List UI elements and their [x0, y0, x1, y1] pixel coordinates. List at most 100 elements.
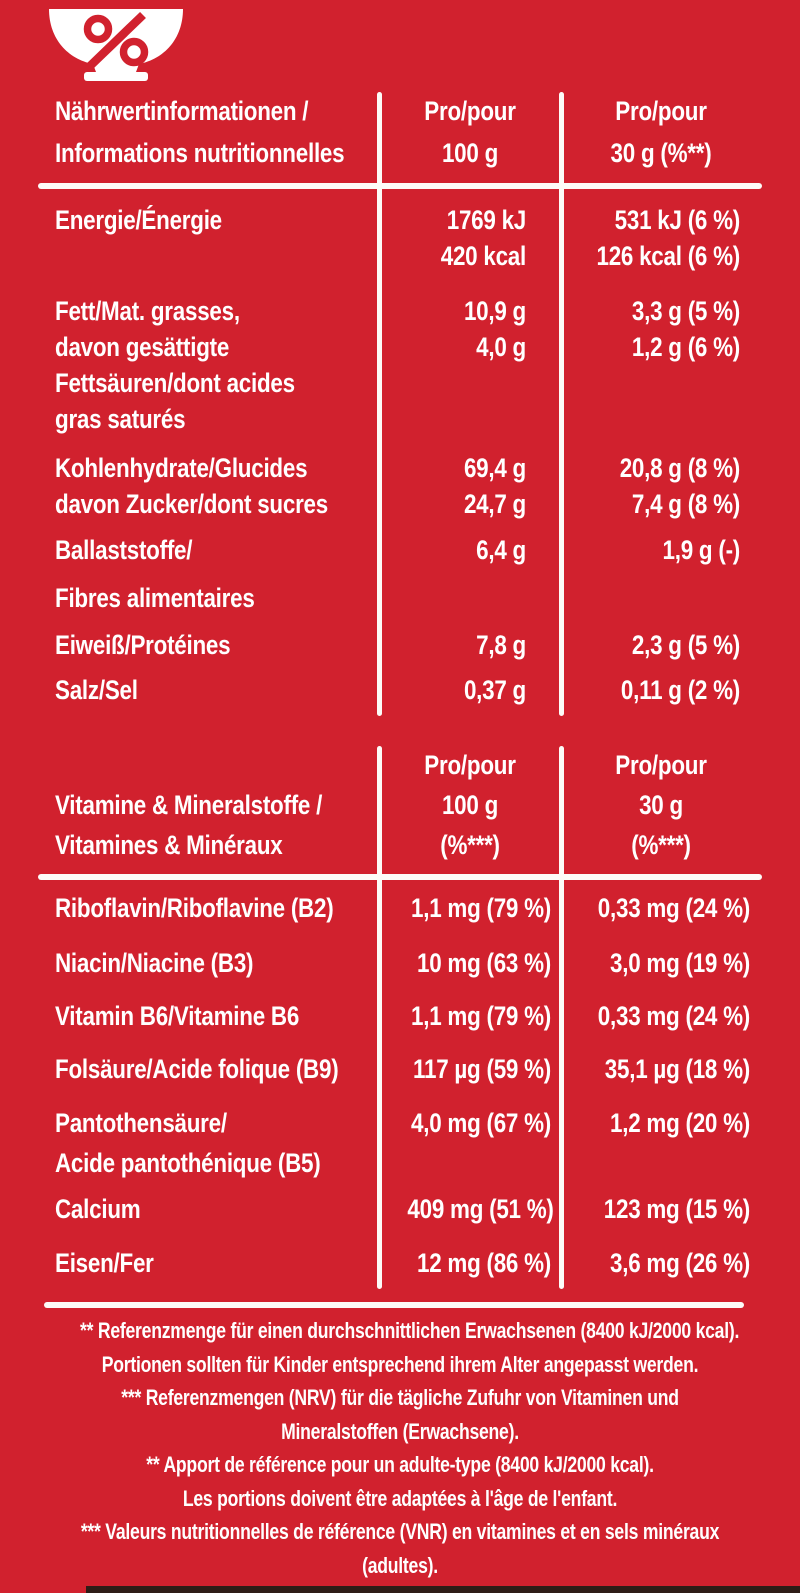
- value-per-100g: 409 mg (51 %): [407, 1194, 554, 1224]
- table-title: Vitamines & Minéraux: [55, 830, 283, 860]
- footnote-line: *** Valeurs nutritionnelles de référence…: [80, 1519, 720, 1544]
- row-label: Energie/Énergie: [55, 205, 222, 235]
- footnote-line: Portionen sollten für Kinder entsprechen…: [101, 1351, 699, 1377]
- table-title: Informations nutritionnelles: [55, 138, 345, 168]
- row-carbohydrates: Kohlenhydrate/Glucides davon Zucker/dont…: [40, 450, 760, 522]
- row-label: davon Zucker/dont sucres: [55, 489, 328, 519]
- value-per-30g: 1,2 g (6 %): [631, 332, 740, 362]
- row-calcium: Calcium 409 mg (51 %) 123 mg (15 %): [40, 1191, 760, 1227]
- value-per-30g: 20,8 g (8 %): [619, 453, 741, 483]
- vitamins-table-header: Vitamine & Mineralstoffe / Vitamines & M…: [40, 745, 760, 865]
- row-label: Kohlenhydrate/Glucides: [55, 453, 308, 483]
- bowl-percent-icon: [46, 6, 186, 82]
- row-vitamin-b6: Vitamin B6/Vitamine B6 1,1 mg (79 %) 0,3…: [40, 998, 760, 1034]
- value-per-30g: 3,6 mg (26 %): [610, 1248, 750, 1278]
- col-header-per-30g: 30 g (%**): [610, 138, 712, 168]
- value-per-30g: 1,2 mg (20 %): [610, 1108, 750, 1138]
- value-per-100g: 6,4 g: [476, 535, 526, 565]
- row-label: Eiweiß/Protéines: [55, 630, 231, 660]
- section-divider: [38, 183, 762, 189]
- row-riboflavin: Riboflavin/Riboflavine (B2) 1,1 mg (79 %…: [40, 890, 760, 926]
- footnotes: ** Referenzmenge für einen durchschnittl…: [0, 1314, 800, 1582]
- row-label: Folsäure/Acide folique (B9): [55, 1054, 339, 1084]
- row-label: Vitamin B6/Vitamine B6: [55, 1001, 300, 1031]
- row-label: Acide pantothénique (B5): [55, 1148, 321, 1178]
- value-per-30g: 3,3 g (5 %): [631, 296, 740, 326]
- row-label: davon gesättigte: [55, 332, 230, 362]
- row-protein: Eiweiß/Protéines 7,8 g 2,3 g (5 %): [40, 627, 760, 663]
- value-per-30g: 0,11 g (2 %): [620, 675, 740, 705]
- value-per-100g: 10,9 g: [463, 296, 526, 326]
- row-fibre: Ballaststoffe/ Fibres alimentaires 6,4 g…: [40, 532, 760, 616]
- footnote-line: Mineralstoffen (Erwachsene).: [281, 1418, 519, 1444]
- value-per-30g: 35,1 µg (18 %): [604, 1054, 750, 1084]
- row-fat: Fett/Mat. grasses, davon gesättigte Fett…: [40, 293, 760, 437]
- value-per-30g: 3,0 mg (19 %): [610, 948, 750, 978]
- column-separator: [559, 92, 564, 716]
- table-title: Vitamine & Mineralstoffe /: [55, 790, 323, 820]
- table-header: Nährwertinformationen / Informations nut…: [40, 90, 760, 174]
- column-separator: [377, 746, 382, 1289]
- value-per-100g: 1769 kJ: [446, 205, 527, 235]
- value-per-30g: 2,3 g (5 %): [631, 630, 740, 660]
- col-header-per-100g: 100 g: [441, 138, 499, 168]
- footnote-line: ** Referenzmenge für einen durchschnittl…: [80, 1318, 740, 1343]
- row-energy: Energie/Énergie 1769 kJ 420 kcal 531 kJ …: [40, 202, 760, 274]
- col-header-per-30g: Pro/pour: [615, 750, 707, 780]
- row-label: Fett/Mat. grasses,: [55, 296, 240, 326]
- bowl-icon: [49, 9, 183, 81]
- table-title: Nährwertinformationen /: [55, 96, 309, 126]
- row-label: Eisen/Fer: [55, 1248, 154, 1278]
- row-label: Pantothensäure/: [55, 1108, 227, 1138]
- column-separator: [377, 92, 382, 716]
- col-header-per-100g: Pro/pour: [424, 96, 516, 126]
- percent-icon: [83, 11, 149, 71]
- col-header-per-30g: Pro/pour: [615, 96, 707, 126]
- value-per-30g: 531 kJ (6 %): [614, 205, 741, 235]
- row-iron: Eisen/Fer 12 mg (86 %) 3,6 mg (26 %): [40, 1245, 760, 1281]
- value-per-100g: 4,0 g: [476, 332, 526, 362]
- value-per-30g: 0,33 mg (24 %): [597, 893, 750, 923]
- value-per-30g: 1,9 g (-): [662, 535, 741, 565]
- value-per-100g: 1,1 mg (79 %): [411, 893, 551, 923]
- row-label: Niacin/Niacine (B3): [55, 948, 254, 978]
- row-label: Calcium: [55, 1194, 141, 1224]
- row-niacin: Niacin/Niacine (B3) 10 mg (63 %) 3,0 mg …: [40, 945, 760, 981]
- value-per-100g: 420 kcal: [440, 241, 526, 271]
- package-edge-shadow: [86, 1586, 800, 1593]
- row-label: Fettsäuren/dont acides: [55, 368, 295, 398]
- value-per-100g: 12 mg (86 %): [416, 1248, 551, 1278]
- value-per-100g: 4,0 mg (67 %): [411, 1108, 551, 1138]
- value-per-100g: 0,37 g: [463, 675, 526, 705]
- row-salt: Salz/Sel 0,37 g 0,11 g (2 %): [40, 672, 760, 708]
- column-separator: [559, 746, 564, 1289]
- row-label: gras saturés: [55, 404, 186, 434]
- row-label: Ballaststoffe/: [55, 535, 193, 565]
- footnote-line: (adultes).: [362, 1552, 438, 1578]
- value-per-30g: 7,4 g (8 %): [631, 489, 740, 519]
- col-header-per-100g: (%***): [440, 830, 500, 860]
- row-label: Riboflavin/Riboflavine (B2): [55, 893, 334, 923]
- footnote-line: *** Referenzmengen (NRV) für die täglich…: [121, 1385, 679, 1410]
- section-divider: [44, 1302, 744, 1308]
- value-per-100g: 7,8 g: [476, 630, 526, 660]
- value-per-30g: 0,33 mg (24 %): [597, 1001, 750, 1031]
- col-header-per-100g: Pro/pour: [424, 750, 516, 780]
- col-header-per-30g: 30 g: [639, 790, 683, 820]
- value-per-100g: 69,4 g: [463, 453, 526, 483]
- footnote-line: ** Apport de référence pour un adulte-ty…: [146, 1452, 654, 1477]
- value-per-100g: 117 µg (59 %): [413, 1054, 551, 1084]
- value-per-30g: 123 mg (15 %): [603, 1194, 750, 1224]
- value-per-100g: 24,7 g: [463, 489, 526, 519]
- value-per-30g: 126 kcal (6 %): [596, 241, 740, 271]
- footnote-line: Les portions doivent être adaptées à l'â…: [182, 1485, 618, 1511]
- value-per-100g: 1,1 mg (79 %): [411, 1001, 551, 1031]
- col-header-per-30g: (%***): [631, 830, 691, 860]
- row-label: Fibres alimentaires: [55, 583, 255, 613]
- col-header-per-100g: 100 g: [441, 790, 499, 820]
- section-divider: [38, 874, 762, 880]
- value-per-100g: 10 mg (63 %): [416, 948, 551, 978]
- row-label: Salz/Sel: [55, 675, 138, 705]
- row-pantothenic-acid: Pantothensäure/ Acide pantothénique (B5)…: [40, 1103, 760, 1183]
